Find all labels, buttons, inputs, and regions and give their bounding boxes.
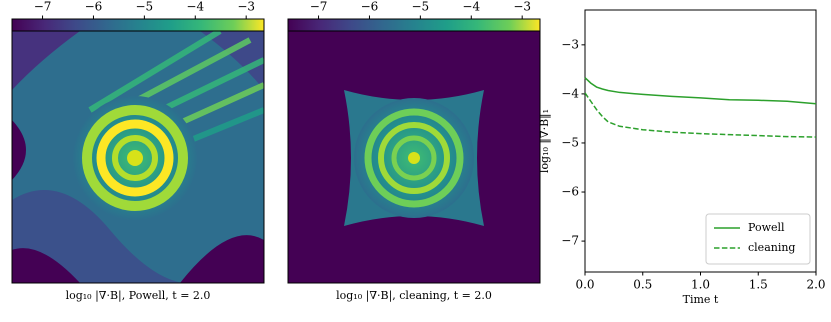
heatmap-image [288,31,540,283]
x-tick-label: 1.0 [691,278,710,292]
line-series [584,92,817,138]
x-tick-label: 2.0 [806,278,825,292]
colorbar-tick-label: −5 [136,0,154,14]
colorbar-tick-label: −7 [34,0,52,14]
heatmap-image [12,31,264,283]
legend-box [705,213,811,265]
legend-label: Powell [748,221,785,234]
legend-label: cleaning [748,241,795,254]
colorbar-tick-label: −3 [237,0,255,14]
x-tick-label: 0.0 [575,278,594,292]
y-tick-label: −6 [561,185,579,199]
x-axis-label: Time t [683,293,719,306]
colorbar [11,18,265,32]
line-series [584,77,817,105]
y-tick-label: −3 [561,37,579,51]
colorbar-tick-label: −7 [310,0,328,14]
colorbar-tick-label: −3 [513,0,531,14]
x-tick-label: 0.5 [633,278,652,292]
colorbar-tick-label: −6 [85,0,103,14]
colorbar [287,18,541,32]
colorbar-tick-label: −4 [462,0,480,14]
heatmap-caption: log₁₀ |∇·B|, Powell, t = 2.0 [66,289,211,303]
y-axis-label: log₁₀ ‖∇·B‖₁ [538,109,552,173]
y-tick-label: −7 [561,234,579,248]
y-tick-label: −4 [561,86,579,100]
x-tick-label: 1.5 [749,278,768,292]
colorbar-tick-label: −5 [412,0,430,14]
heatmap-caption: log₁₀ |∇·B|, cleaning, t = 2.0 [336,289,492,303]
colorbar-tick-label: −4 [186,0,204,14]
colorbar-tick-label: −6 [361,0,379,14]
y-tick-label: −5 [561,135,579,149]
